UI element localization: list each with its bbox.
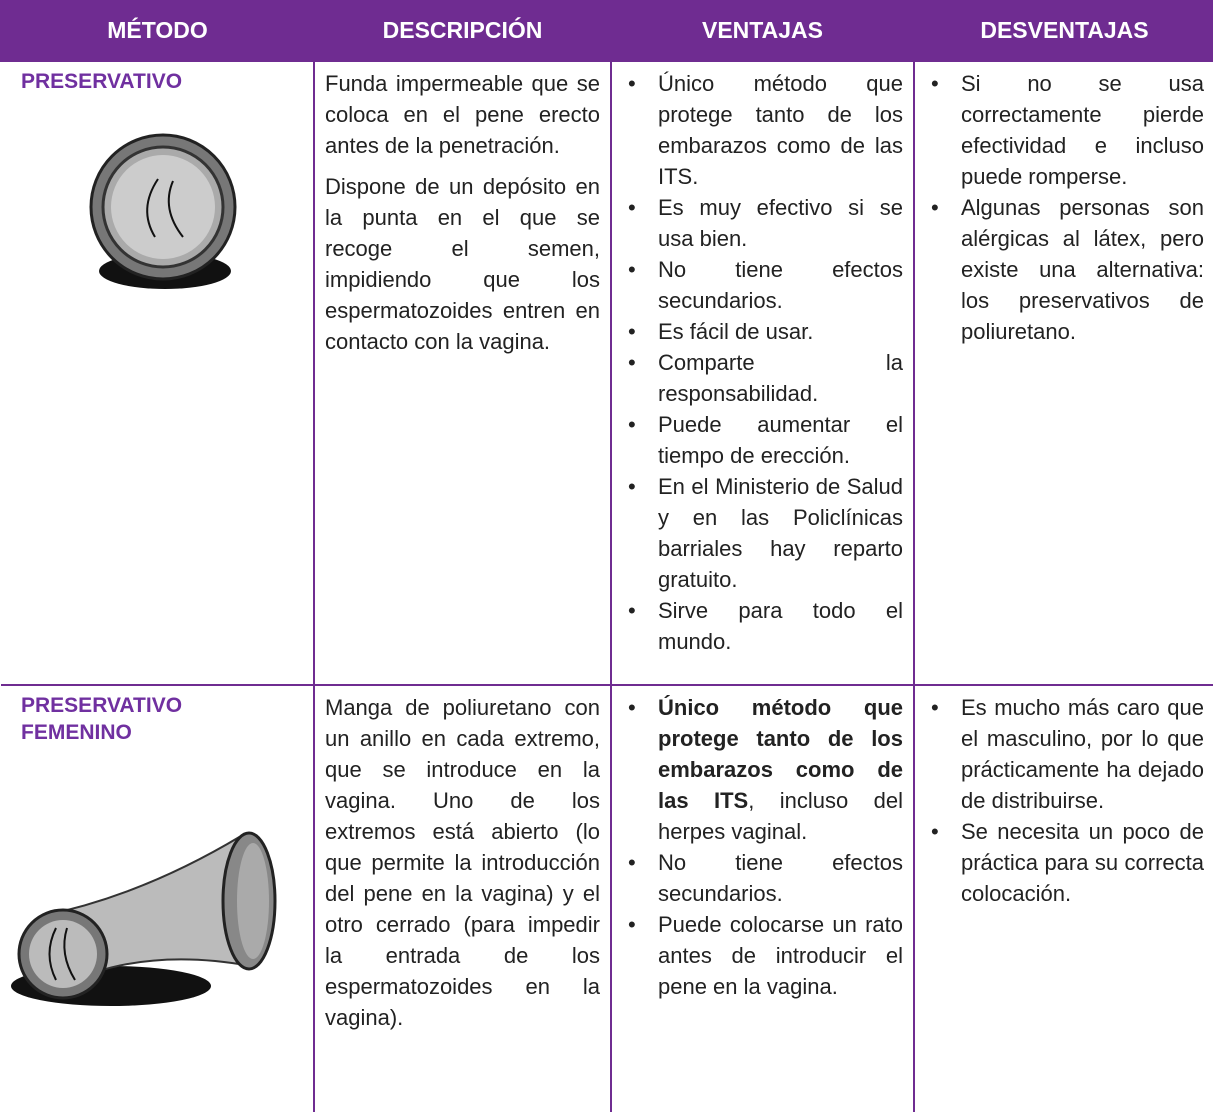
disadvantages-list: Es mucho más caro que el masculino, por … [925,692,1204,909]
description-cell: Manga de poliuretano con un anillo en ca… [313,684,612,1112]
advantage-text: No tiene efectos secundarios. [658,850,903,906]
disadvantages-cell: Es mucho más caro que el masculino, por … [913,684,1213,1112]
advantages-cell: Único método que protege tanto de los em… [610,684,915,1112]
method-name: PRESERVATIVO [21,70,183,93]
row: PRESERVATIVO FEMENINO Manga de poliureta… [1,684,1213,1112]
disadvantage-item: Si no se usa correctamente pierde efecti… [925,68,1204,192]
advantage-item: Único método que protege tanto de los em… [622,692,903,847]
method-cell: PRESERVATIVO [1,60,315,686]
method-name: PRESERVATIVO FEMENINO [21,694,183,744]
advantage-text: Es muy efectivo si se usa bien. [658,195,903,251]
description-text: Manga de poliuretano con un anillo en ca… [325,695,600,1030]
advantage-item: En el Ministerio de Salud y en las Polic… [622,471,903,595]
column-header: MÉTODO [0,0,314,61]
advantage-item: Comparte la responsabilidad. [622,347,903,409]
method-cell: PRESERVATIVO FEMENINO [1,684,315,1112]
advantage-text: No tiene efectos secundarios. [658,257,903,313]
description-cell: Funda impermeable que se coloca en el pe… [313,60,612,686]
advantage-bold: Único método que protege tanto de los em… [658,695,903,813]
header-row: MÉTODO DESCRIPCIÓN VENTAJAS DESVENTAJAS [0,0,1213,61]
disadvantage-item: Se necesita un poco de práctica para su … [925,816,1204,909]
advantage-item: Es fácil de usar. [622,316,903,347]
advantage-text: Puede aumentar el tiempo de erección. [658,412,903,468]
advantage-text: , incluso del herpes vaginal. [658,788,903,844]
column-header: DESVENTAJAS [913,0,1213,61]
advantage-item: Sirve para todo el mundo. [622,595,903,657]
advantage-text: Puede colocarse un rato antes de introdu… [658,912,903,999]
disadvantages-list: Si no se usa correctamente pierde efecti… [925,68,1204,347]
advantage-text: Único método que protege tanto de los em… [658,71,903,189]
advantage-text: En el Ministerio de Salud y en las Polic… [658,474,903,592]
female-condom-icon [11,831,277,1006]
advantage-item: Único método que protege tanto de los em… [622,68,903,192]
advantages-list: Único método que protege tanto de los em… [622,68,903,657]
advantage-item: No tiene efectos secundarios. [622,254,903,316]
row: PRESERVATIVO Funda impermeable que se co… [1,60,1213,686]
advantage-item: Puede colocarse un rato antes de introdu… [622,909,903,1002]
advantage-item: Puede aumentar el tiempo de erección. [622,409,903,471]
description-text: Dispone de un depósito en la punta en el… [325,174,600,354]
advantage-text: Es fácil de usar. [658,319,814,344]
advantage-item: Es muy efectivo si se usa bien. [622,192,903,254]
condom-icon [89,133,237,289]
disadvantages-cell: Si no se usa correctamente pierde efecti… [913,60,1213,686]
advantages-list: Único método que protege tanto de los em… [622,692,903,1002]
advantage-text: Comparte la responsabilidad. [658,350,903,406]
advantages-cell: Único método que protege tanto de los em… [610,60,915,686]
disadvantage-item: Algunas personas son alérgicas al látex,… [925,192,1204,347]
column-header: DESCRIPCIÓN [313,0,611,61]
column-header: VENTAJAS [610,0,914,61]
advantage-item: No tiene efectos secundarios. [622,847,903,909]
disadvantage-item: Es mucho más caro que el masculino, por … [925,692,1204,816]
advantage-text: Sirve para todo el mundo. [658,598,903,654]
description-text: Funda impermeable que se coloca en el pe… [325,71,600,158]
